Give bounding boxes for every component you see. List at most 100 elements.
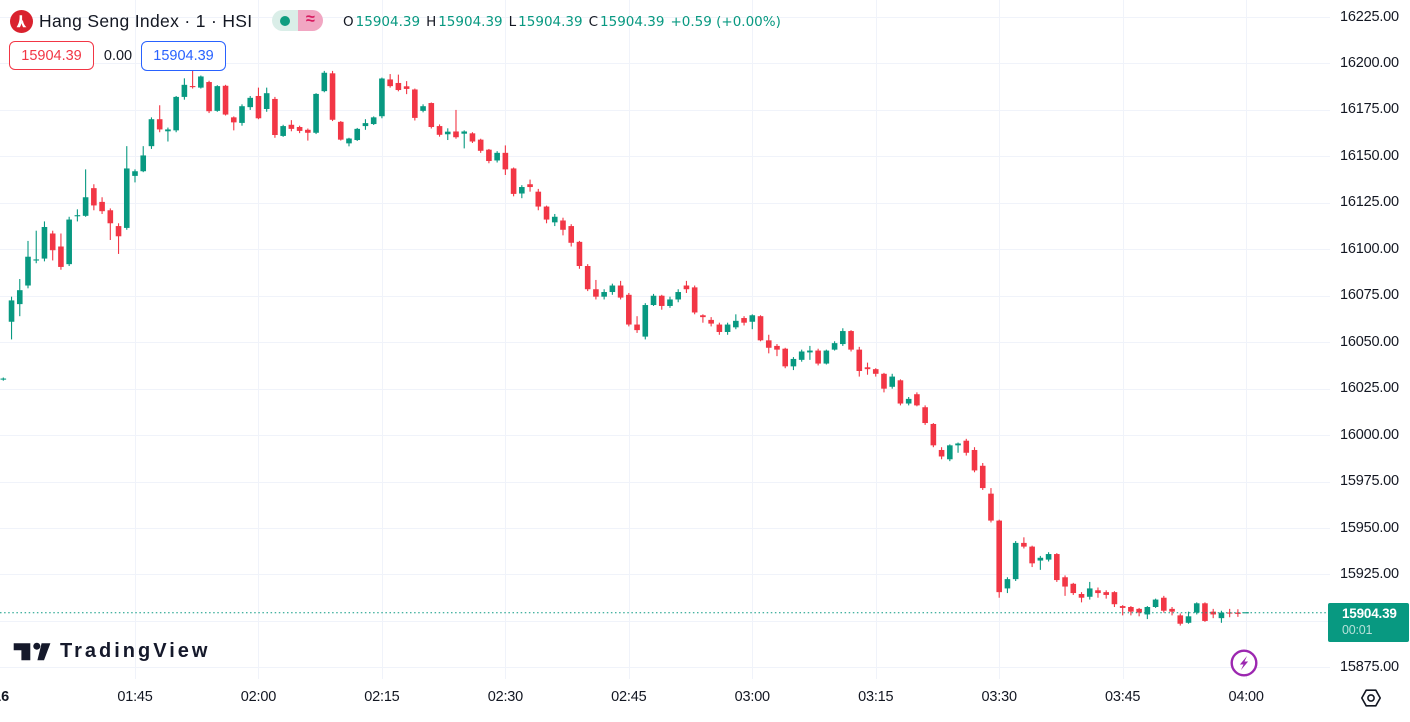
price-label-16000.00: 16000.00 — [1340, 426, 1399, 443]
candle-02:40 — [584, 264, 591, 292]
candle-02:58 — [733, 314, 739, 330]
candle-03:23 — [938, 447, 945, 460]
candle-03:32 — [1012, 541, 1019, 581]
candle-01:35 — [49, 230, 56, 261]
candles — [0, 70, 1249, 626]
candle-02:20 — [420, 104, 426, 113]
candle-01:39 — [82, 169, 89, 217]
candle-03:19 — [905, 397, 912, 406]
price-label-16225.00: 16225.00 — [1340, 8, 1399, 25]
time-label-02:00: 02:00 — [240, 689, 277, 705]
candle-02:26 — [469, 132, 476, 143]
close-label: C — [588, 13, 599, 30]
candle-02:52 — [683, 280, 690, 293]
candle-03:53 — [1185, 611, 1192, 624]
delayed-data-indicator[interactable]: ≈ — [297, 10, 323, 31]
candle-02:28 — [486, 148, 492, 164]
candle-02:38 — [568, 224, 575, 247]
candle-03:15 — [872, 368, 879, 377]
lightning-icon — [1230, 649, 1258, 677]
candle-03:03 — [774, 344, 780, 357]
time-label-04:00: 04:00 — [1228, 689, 1264, 705]
flash-button[interactable] — [1230, 649, 1258, 677]
time-label-03:15: 03:15 — [858, 689, 894, 705]
symbol-header[interactable]: Hang Seng Index · 1 · HSI — [10, 10, 253, 33]
tradingview-watermark[interactable]: TradingView — [13, 640, 210, 663]
candle-01:52 — [189, 70, 196, 89]
candle-02:14 — [370, 116, 377, 125]
candle-01:47 — [148, 117, 155, 149]
candle-02:06 — [305, 128, 311, 141]
symbol-title[interactable]: Hang Seng Index · 1 · HSI — [39, 11, 253, 31]
candle-01:41 — [99, 197, 105, 214]
candle-03:26 — [963, 438, 970, 456]
price-scale[interactable]: 16225.00 16200.00 16175.00 16150.00 16125.00… — [1330, 0, 1410, 679]
bar-countdown: 00:01 — [1342, 623, 1373, 637]
candle-03:45 — [1119, 605, 1126, 616]
high-value: 15904.39 — [438, 13, 503, 30]
candle-02:01 — [263, 87, 270, 112]
candle-02:35 — [543, 205, 550, 224]
time-label-02:15: 02:15 — [364, 689, 400, 705]
candle-01:50 — [173, 95, 179, 133]
candle-01:38 — [74, 209, 81, 222]
candle-02:30 — [502, 145, 509, 175]
candle-02:11 — [346, 137, 352, 147]
candle-01:45 — [132, 169, 138, 183]
candle-02:42 — [601, 289, 607, 300]
candle-02:25 — [461, 130, 468, 149]
candle-02:22 — [436, 124, 443, 137]
candle-02:51 — [675, 289, 682, 303]
candle-01:36 — [58, 233, 64, 270]
candle-03:07 — [807, 345, 813, 360]
candle-03:09 — [823, 349, 830, 365]
time-scale[interactable]: 16 01:45 02:00 02:15 02:30 02:45 03:00 03:15 03… — [0, 679, 1410, 722]
candle-03:38 — [1062, 575, 1068, 596]
candle-01:42 — [107, 208, 114, 240]
market-status-pill[interactable]: ≈ — [272, 10, 323, 31]
candle-02:18 — [403, 81, 410, 95]
candle-02:39 — [576, 240, 583, 269]
candle-02:12 — [354, 127, 361, 141]
market-open-dot-icon — [279, 15, 290, 26]
candle-03:10 — [831, 341, 838, 351]
candle-01:37 — [66, 216, 72, 267]
candle-03:30 — [996, 519, 1002, 598]
candle-02:31 — [510, 167, 517, 197]
candle-01:48 — [156, 105, 163, 133]
candle-01:53 — [198, 75, 204, 89]
candle-03:55 — [1202, 602, 1208, 622]
candle-02:09 — [329, 70, 336, 122]
candle-03:43 — [1103, 590, 1109, 599]
candle-02:19 — [412, 88, 418, 121]
candle-03:42 — [1095, 587, 1101, 598]
scale-settings-button[interactable] — [1360, 687, 1382, 709]
candle-03:36 — [1045, 552, 1052, 562]
low-value: 15904.39 — [518, 13, 583, 30]
candle-02:24 — [453, 109, 459, 139]
sell-button[interactable]: 15904.39 — [9, 41, 94, 70]
candle-01:58 — [239, 104, 245, 126]
candle-02:05 — [296, 125, 303, 134]
candle-02:54 — [700, 314, 706, 323]
candle-03:25 — [955, 442, 961, 453]
candle-03:49 — [1152, 598, 1159, 608]
candle-03:13 — [856, 346, 863, 377]
candle-02:45 — [626, 292, 632, 327]
ohlc-legend[interactable]: O 15904.39 H 15904.39 L 15904.39 C 15904.39 … — [343, 13, 781, 30]
price-label-15875.00: 15875.00 — [1340, 658, 1399, 675]
market-open-indicator[interactable] — [272, 10, 298, 31]
candle-03:51 — [1169, 607, 1175, 616]
buy-button[interactable]: 15904.39 — [141, 40, 226, 71]
candle-04:00 — [1243, 612, 1249, 614]
candle-02:33 — [527, 179, 533, 192]
price-label-16100.00: 16100.00 — [1340, 240, 1399, 257]
candle-02:03 — [280, 124, 286, 137]
candle-01:44 — [123, 146, 130, 230]
tradingview-logo-icon — [13, 642, 51, 661]
candle-01:34 — [41, 221, 48, 262]
candle-03:14 — [864, 362, 871, 375]
price-label-16125.00: 16125.00 — [1340, 194, 1399, 211]
price-label-15950.00: 15950.00 — [1340, 519, 1399, 536]
